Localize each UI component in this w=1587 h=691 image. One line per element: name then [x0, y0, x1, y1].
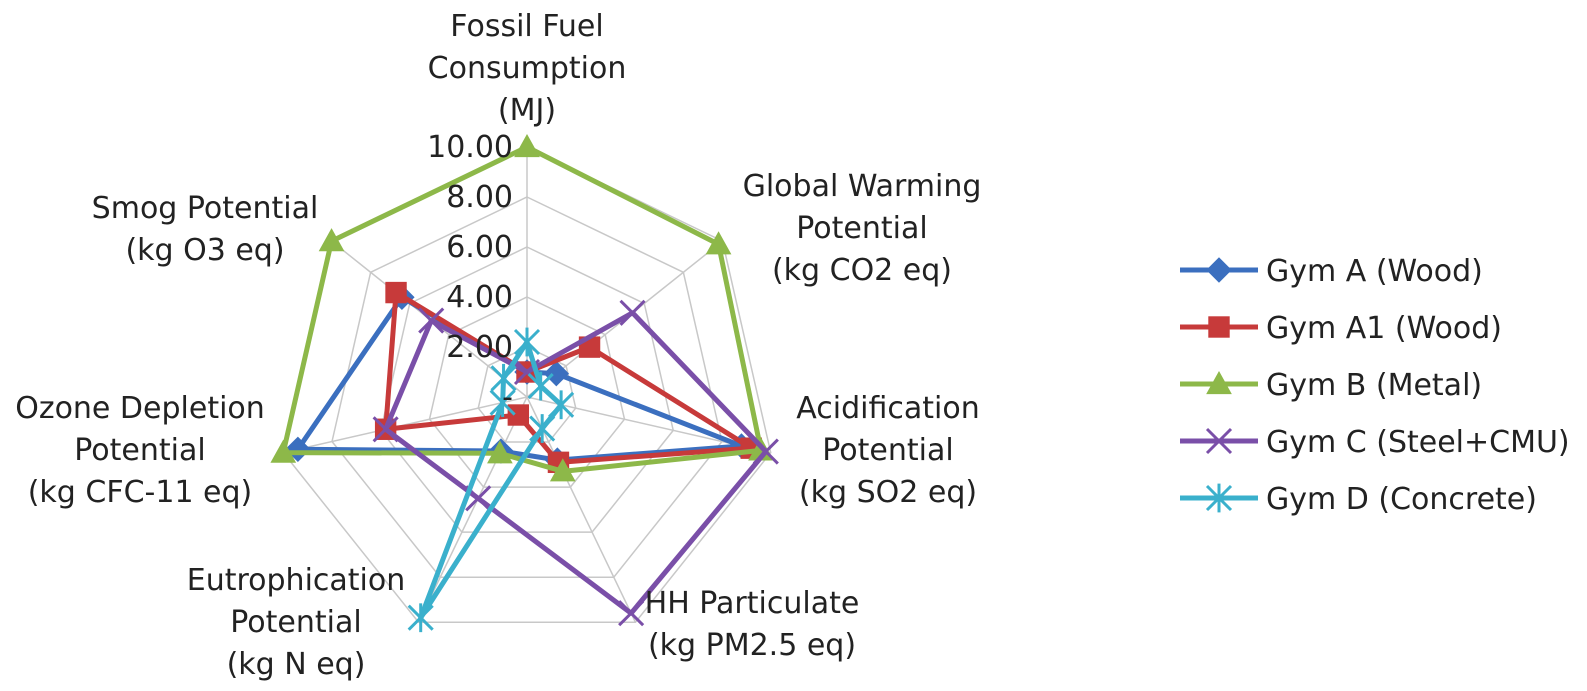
- tick-label: 8.00: [446, 180, 513, 215]
- data-point: [318, 228, 345, 252]
- category-label-line: (kg N eq): [227, 647, 366, 682]
- tick-label: 6.00: [446, 230, 513, 265]
- legend-label: Gym B (Metal): [1266, 368, 1482, 403]
- data-point: [407, 603, 434, 633]
- category-label-line: (MJ): [498, 93, 556, 128]
- grid-spoke: [417, 396, 528, 623]
- legend-item: Gym A1 (Wood): [1180, 311, 1502, 346]
- category-label-line: Consumption: [428, 51, 627, 86]
- legend-label: Gym C (Steel+CMU): [1266, 425, 1570, 460]
- data-point: [1206, 370, 1232, 395]
- category-label-line: Potential: [822, 433, 953, 468]
- data-point: [385, 281, 407, 304]
- category-label-line: Fossil Fuel: [450, 9, 603, 44]
- category-label-line: Global Warming: [743, 169, 982, 204]
- category-label-line: Potential: [74, 433, 205, 468]
- data-point: [489, 388, 516, 417]
- data-point: [705, 231, 732, 255]
- data-point: [1205, 483, 1233, 513]
- category-label: Ozone Depletion Potential (kg CFC-11 eq): [15, 391, 265, 510]
- category-label: Acidification Potential (kg SO2 eq): [796, 391, 979, 510]
- tick-label: 2.00: [446, 330, 513, 365]
- legend-item: Gym D (Concrete): [1180, 482, 1537, 517]
- category-label-line: Smog Potential: [92, 191, 319, 226]
- legend-label: Gym D (Concrete): [1266, 482, 1537, 517]
- category-label-line: (kg SO2 eq): [799, 475, 977, 510]
- series-gym-d-concrete: [407, 327, 575, 633]
- grid-spoke: [526, 396, 637, 623]
- category-label-line: (kg CO2 eq): [772, 253, 952, 288]
- category-labels: Fossil Fuel Consumption (MJ) Global Warming…: [15, 9, 981, 682]
- category-label: HH Particulate (kg PM2.5 eq): [645, 586, 860, 663]
- legend-label: Gym A1 (Wood): [1266, 311, 1502, 346]
- series-line: [383, 310, 769, 616]
- category-label: Eutrophication Potential (kg N eq): [187, 563, 406, 682]
- data-point: [1206, 257, 1232, 283]
- tick-label: -: [502, 380, 513, 415]
- data-point: [548, 390, 575, 420]
- data-point: [527, 371, 554, 401]
- data-point: [543, 360, 570, 387]
- category-label-line: (kg PM2.5 eq): [648, 628, 856, 663]
- tick-label: 10.00: [427, 130, 513, 165]
- category-label-line: Potential: [230, 605, 361, 640]
- data-point: [752, 438, 779, 465]
- series-gym-c-steel-cmu: [372, 299, 779, 627]
- data-point: [529, 414, 556, 443]
- series-line: [295, 294, 744, 463]
- legend-item: Gym A (Wood): [1180, 254, 1483, 289]
- legend-label: Gym A (Wood): [1266, 254, 1483, 289]
- category-label-line: Acidification: [796, 391, 979, 426]
- category-label-line: (kg CFC-11 eq): [28, 475, 253, 510]
- data-point: [513, 327, 541, 357]
- legend-item: Gym B (Metal): [1180, 368, 1482, 403]
- grid-ring: [331, 196, 723, 578]
- data-point: [507, 404, 530, 426]
- data-point: [487, 440, 513, 464]
- category-label: Smog Potential (kg O3 eq): [92, 191, 319, 268]
- category-label-line: (kg O3 eq): [125, 233, 284, 268]
- category-label: Fossil Fuel Consumption (MJ): [428, 9, 627, 128]
- category-label-line: Eutrophication: [187, 563, 406, 598]
- radial-tick-labels: - 2.00 4.00 6.00 8.00 10.00: [427, 130, 513, 415]
- data-point: [619, 299, 646, 326]
- radar-series: [270, 133, 779, 633]
- data-point: [372, 416, 399, 443]
- legend: Gym A (Wood) Gym A1 (Wood) Gym B (Metal) Gy…: [1180, 254, 1570, 517]
- data-point: [490, 363, 517, 393]
- legend-item: Gym C (Steel+CMU): [1180, 425, 1570, 460]
- data-point: [549, 458, 576, 482]
- data-point: [514, 133, 540, 158]
- data-point: [1205, 427, 1233, 455]
- grid-ring: [428, 296, 626, 488]
- tick-label: 4.00: [446, 280, 513, 315]
- category-label: Global Warming Potential (kg CO2 eq): [743, 169, 982, 288]
- category-label-line: HH Particulate: [645, 586, 860, 621]
- category-label-line: Potential: [796, 211, 927, 246]
- data-point: [618, 600, 645, 627]
- category-label-line: Ozone Depletion: [15, 391, 265, 426]
- data-point: [418, 307, 445, 334]
- data-point: [1208, 316, 1230, 338]
- data-point: [270, 439, 297, 463]
- series-line: [280, 144, 764, 474]
